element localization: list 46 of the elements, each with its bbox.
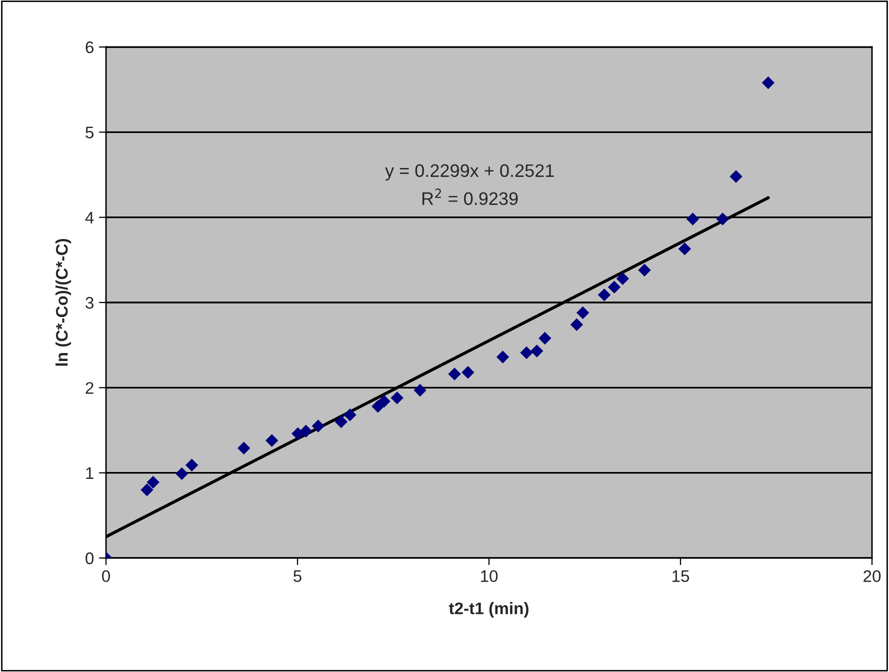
point [175,467,188,480]
point [265,434,278,447]
point [678,242,692,256]
point [530,344,544,358]
y-tick-label: 6 [86,41,94,54]
annotation: y = 0.2299x + 0.2521 [385,164,554,181]
point [608,280,621,294]
point [312,420,325,432]
y-axis-title: ln (C*-Co)/(C*-C) [56,238,72,366]
point [762,76,775,90]
point [496,350,510,364]
point [300,424,312,438]
point [140,484,154,496]
point [390,392,404,404]
x-tick-label: 5 [294,570,302,582]
point [598,288,611,302]
point [334,415,348,428]
point [638,264,651,276]
point [462,366,474,379]
x-tick-label: 20 [864,570,881,582]
point [686,212,700,226]
point [716,212,729,226]
y-tick-label: 5 [86,126,94,138]
point [185,458,198,472]
y-tick-label: 0 [86,552,94,564]
x-tick-label: 0 [102,570,110,582]
y-tick-label: 2 [86,382,94,394]
point [520,346,533,360]
point [146,476,160,489]
x-axis-title: t2-t1 (min) [448,602,528,618]
point [538,332,552,345]
x-tick-label: 15 [672,570,690,582]
y-tick-label: 1 [86,467,94,479]
point [448,368,461,380]
point [730,170,742,183]
point [576,306,590,320]
point [378,394,390,408]
y-tick-label: 3 [86,296,94,309]
x-tick-label: 10 [481,570,498,582]
annotation: R$^{2}$ = 0.9239 [422,188,518,206]
point [344,408,356,422]
y-tick-label: 4 [85,212,94,224]
point [414,384,426,397]
point [238,442,250,454]
point [570,318,584,332]
point [616,272,630,286]
